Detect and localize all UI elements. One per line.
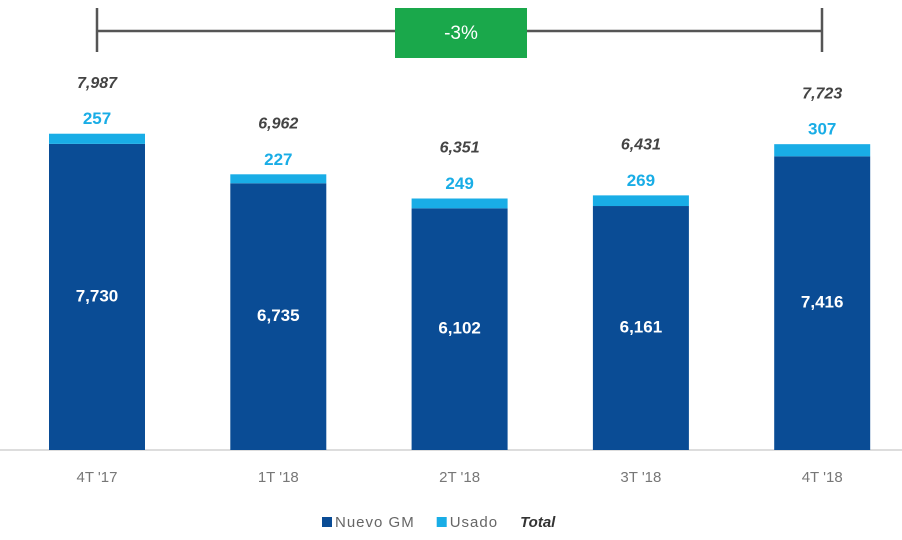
bar-segment bbox=[592, 195, 689, 207]
bar-segment bbox=[230, 183, 327, 450]
total-label: 7,987 bbox=[77, 75, 118, 92]
bar-segment bbox=[411, 208, 508, 450]
value-label: 227 bbox=[264, 150, 292, 169]
bar-segment bbox=[49, 143, 145, 450]
bar-segment bbox=[49, 133, 145, 144]
bar-segment bbox=[774, 144, 871, 157]
x-tick-label: 4T '17 bbox=[77, 469, 118, 486]
annotation-box bbox=[395, 8, 527, 58]
annotation: -3% bbox=[444, 23, 478, 44]
total-label: 6,962 bbox=[258, 116, 298, 133]
value-label: 269 bbox=[627, 171, 655, 190]
legend-swatch bbox=[436, 517, 447, 527]
legend-label: Nuevo GM bbox=[335, 514, 415, 531]
x-tick-label: 4T '18 bbox=[802, 469, 843, 486]
value-label: 7,416 bbox=[801, 293, 844, 312]
value-label: 257 bbox=[83, 109, 111, 128]
bar-segment bbox=[411, 198, 508, 209]
bar-segment bbox=[592, 206, 689, 450]
value-label: 7,730 bbox=[76, 286, 119, 305]
value-label: 6,735 bbox=[257, 306, 300, 325]
legend-label: Total bbox=[520, 514, 556, 531]
value-label: 6,161 bbox=[620, 317, 663, 336]
value-label: 249 bbox=[445, 174, 473, 193]
x-tick-label: 3T '18 bbox=[620, 469, 661, 486]
total-label: 6,351 bbox=[440, 140, 480, 157]
bar-segment bbox=[230, 174, 327, 184]
x-tick-label: 1T '18 bbox=[258, 469, 299, 486]
legend-label: Usado bbox=[450, 514, 498, 531]
x-tick-label: 2T '18 bbox=[439, 469, 480, 486]
bar-segment bbox=[774, 156, 871, 450]
total-label: 7,723 bbox=[802, 85, 842, 102]
value-label: 307 bbox=[808, 120, 836, 139]
total-label: 6,431 bbox=[621, 137, 661, 154]
legend-swatch bbox=[322, 517, 332, 527]
value-label: 6,102 bbox=[438, 319, 481, 338]
